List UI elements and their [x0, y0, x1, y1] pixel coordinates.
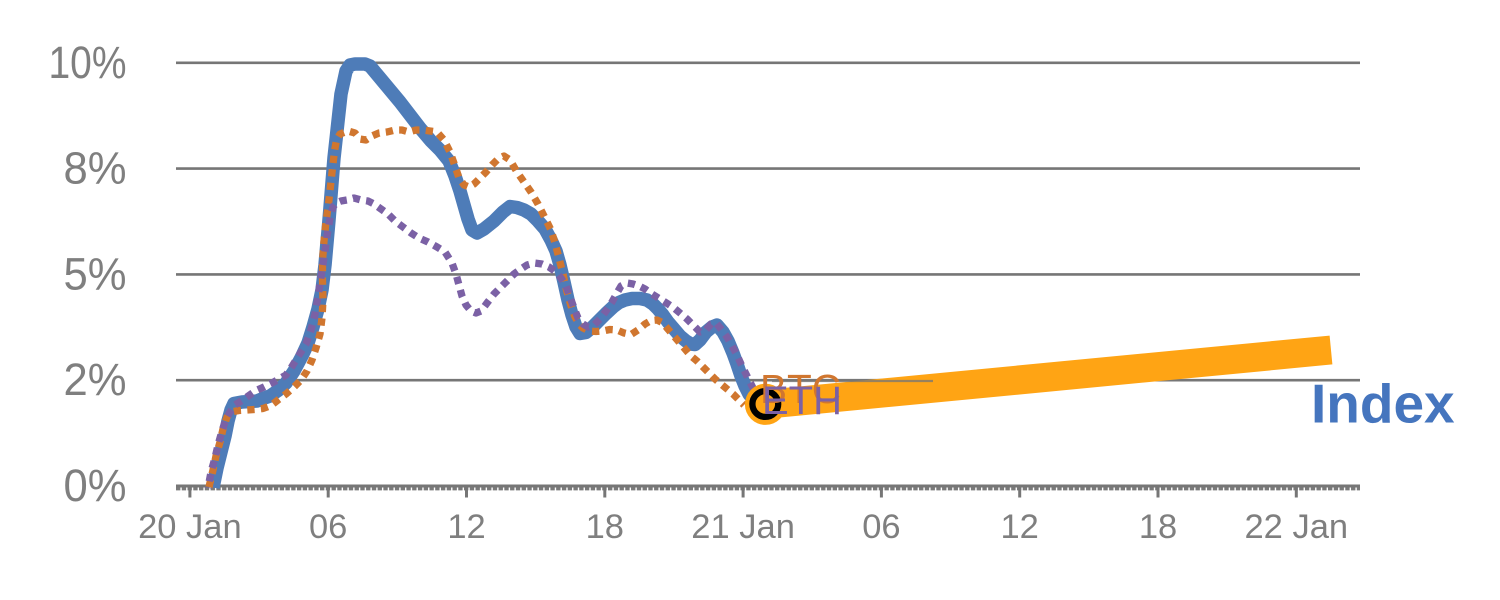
svg-text:2%: 2%	[64, 354, 127, 405]
svg-text:Index: Index	[1311, 373, 1455, 435]
svg-text:18: 18	[1139, 508, 1177, 546]
svg-text:20 Jan: 20 Jan	[138, 508, 242, 546]
svg-text:12: 12	[1001, 508, 1039, 546]
svg-text:5%: 5%	[64, 248, 127, 299]
svg-text:BTC: BTC	[760, 366, 841, 412]
svg-text:21 Jan: 21 Jan	[691, 508, 795, 546]
svg-text:8%: 8%	[64, 143, 127, 194]
svg-text:06: 06	[309, 508, 347, 546]
svg-text:0%: 0%	[64, 460, 127, 511]
svg-text:18: 18	[586, 508, 624, 546]
svg-text:12: 12	[447, 508, 485, 546]
svg-text:10%: 10%	[49, 37, 127, 88]
svg-text:06: 06	[862, 508, 900, 546]
svg-text:ETH: ETH	[762, 379, 842, 423]
svg-text:22 Jan: 22 Jan	[1245, 508, 1349, 546]
